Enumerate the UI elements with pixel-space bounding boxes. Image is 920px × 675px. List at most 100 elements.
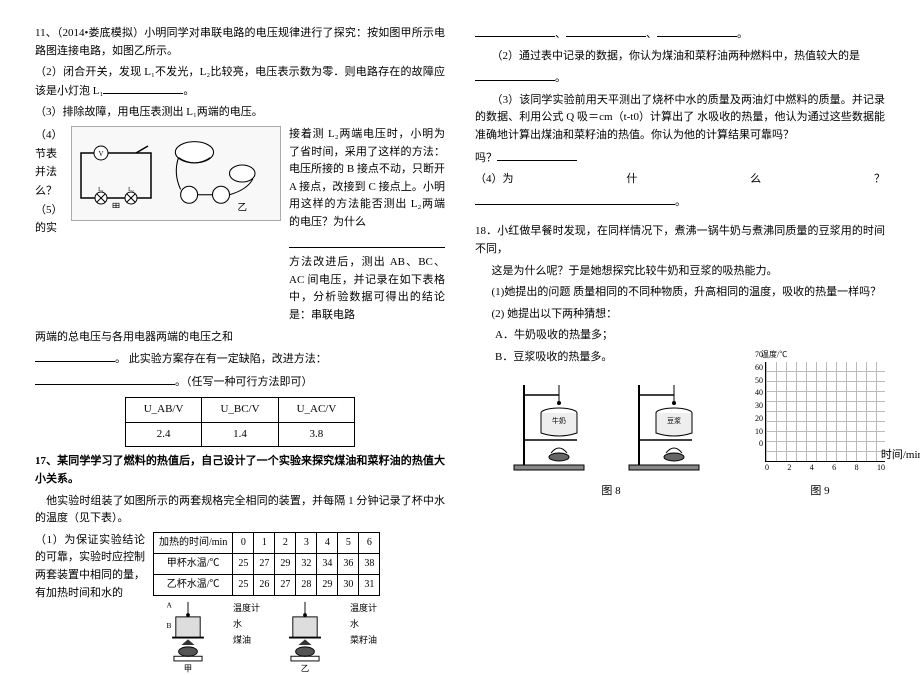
q11-tail2: 。（任写一种可行方法即可） — [35, 373, 445, 392]
td-uab: 2.4 — [125, 422, 202, 447]
hh2: 1 — [254, 532, 275, 553]
r14: 32 — [296, 553, 317, 574]
right-column: 、、。 （2）通过表中记录的数据，你认为煤油和菜籽油两种燃料中，热值较大的是 。… — [475, 25, 885, 675]
q17-p5: （4）为 什 么 ？ — [475, 171, 885, 189]
heater-labels2: 温度计 水 菜籽油 — [350, 600, 377, 649]
device-milk-icon: 牛奶 — [509, 375, 599, 475]
t: 。 — [555, 72, 566, 84]
blank — [497, 149, 577, 161]
blank — [475, 193, 675, 205]
q11-header: 11、（2014•娄底模拟）小明同学对串联电路的电压规律进行了探究：按如图甲所示… — [35, 25, 445, 60]
hh1: 0 — [233, 532, 254, 553]
q11-p2-text: （2）闭合开关，发现 L₁不发光，L₂比较亮，电压表示数为零．则电路存在的故障应… — [35, 66, 445, 97]
q17-title: 17、某同学学习了燃料的热值后，自己设计了一个实验来探究煤油和菜籽油的热值大小关… — [35, 453, 445, 488]
th-ubc: U_BC/V — [202, 398, 278, 423]
r10: 甲杯水温/℃ — [154, 553, 233, 574]
q17-p4-blank: 吗？ — [475, 149, 885, 168]
hh5: 4 — [317, 532, 338, 553]
fig9-label: 图 9 — [810, 483, 829, 501]
heater-labels: 温度计 水 煤油 — [233, 600, 260, 649]
p4r: 接着测 L₂两端电压时，小明为了省时间，采用了这样的方法：电压所接的 B 接点不… — [289, 126, 445, 232]
th-uab: U_AB/V — [125, 398, 202, 423]
r12: 27 — [254, 553, 275, 574]
r24: 28 — [296, 574, 317, 595]
left-column: 11、（2014•娄底模拟）小明同学对串联电路的电压规律进行了探究：按如图甲所示… — [35, 25, 445, 675]
q18-p3: (2) 她提出以下两种猜想： — [475, 306, 885, 324]
q17-p1: 他实验时组装了如图所示的两套规格完全相同的装置，并每隔 1 分钟记录了杯中水的温… — [35, 493, 445, 528]
concl: 两端的总电压与各用电器两端的电压之和 — [35, 331, 233, 343]
r16: 36 — [338, 553, 359, 574]
yt4: 30 — [755, 400, 763, 413]
q17-left-text: （1）为保证实验结论的可靠，实验时应控制两套装置中相同的量，有加热时间和水的 — [35, 532, 145, 606]
heater-jia-icon: A B 甲 — [153, 600, 223, 675]
q17-p4: （3）该同学实验前用天平测出了烧杯中水的质量及两油灯中燃料的质量。并记录的数据、… — [475, 92, 885, 145]
ylabel: 温度/℃ — [761, 349, 885, 362]
hh0: 加热的时间/min — [154, 532, 233, 553]
lbl-thermo: 温度计 — [233, 600, 260, 616]
q18-p2: (1)她提出的问题 质量相同的不同种物质，升高相同的温度，吸收的热量一样吗？ — [475, 284, 885, 302]
yt7: 0 — [755, 438, 763, 451]
td-uac: 3.8 — [278, 422, 355, 447]
svg-text:甲: 甲 — [111, 202, 120, 208]
circuit-box: V L₁ L₂ 甲 — [71, 126, 281, 221]
blank — [103, 82, 183, 94]
m1: 什 — [626, 171, 637, 189]
r11: 25 — [233, 553, 254, 574]
lbl-rape: 菜籽油 — [350, 632, 377, 648]
lbl-water2: 水 — [350, 616, 377, 632]
chart-grid: 时间/min — [765, 362, 885, 462]
q17-answer: 。 — [475, 193, 885, 212]
q11-tail: 。 此实验方案存在有一定缺陷，改进方法： — [35, 350, 445, 369]
svg-text:V: V — [98, 150, 103, 158]
fig8-label: 图 8 — [475, 483, 747, 501]
hh6: 5 — [338, 532, 359, 553]
xlabel: 时间/min — [881, 447, 920, 465]
q17-p3-blank: 。 — [475, 69, 885, 88]
q17-right-block: 加热的时间/min 0 1 2 3 4 5 6 甲杯水温/℃ 25 27 29 — [153, 532, 380, 675]
b1 — [475, 25, 555, 37]
heating-table: 加热的时间/min 0 1 2 3 4 5 6 甲杯水温/℃ 25 27 29 — [153, 532, 380, 596]
t1: 。 此实验方案存在有一定缺陷，改进方法： — [115, 353, 327, 365]
yt1: 60 — [755, 362, 763, 375]
b3 — [657, 25, 737, 37]
m2: 么 — [750, 171, 761, 189]
p3t: （2）通过表中记录的数据，你认为煤油和菜籽油两种燃料中，热值较大的是 — [492, 50, 861, 62]
hh7: 6 — [359, 532, 380, 553]
yt3: 40 — [755, 387, 763, 400]
hh3: 2 — [275, 532, 296, 553]
r25: 29 — [317, 574, 338, 595]
svg-text:L₂: L₂ — [128, 187, 134, 193]
svg-text:甲: 甲 — [184, 663, 192, 673]
q11-layout: （4）节表并法么？（5）的实 V L₁ L₂ — [35, 126, 445, 329]
l4: （4）为 — [475, 171, 514, 189]
r20: 乙杯水温/℃ — [154, 574, 233, 595]
q18-title: 18．小红做早餐时发现，在同样情况下，煮沸一锅牛奶与煮沸同质量的豆浆用的时间不同… — [475, 223, 885, 258]
yt6: 10 — [755, 426, 763, 439]
r17: 38 — [359, 553, 380, 574]
b2 — [566, 25, 646, 37]
t2: 。（任写一种可行方法即可） — [175, 376, 313, 388]
xt3: 6 — [832, 462, 836, 475]
r15: 34 — [317, 553, 338, 574]
lbl-thermo2: 温度计 — [350, 600, 377, 616]
svg-text:L₁: L₁ — [98, 187, 104, 193]
xt0: 0 — [765, 462, 769, 475]
q11-conclusion: 两端的总电压与各用电器两端的电压之和 — [35, 329, 445, 347]
blank — [35, 350, 115, 362]
heater-figs: A B 甲 温度计 水 煤油 — [153, 600, 380, 675]
lbl-water: 水 — [233, 616, 260, 632]
tq: ？ — [874, 171, 885, 189]
svg-text:乙: 乙 — [301, 663, 309, 673]
yt2: 50 — [755, 375, 763, 388]
q18-pB: B．豆浆吸收的热量多。 — [495, 349, 747, 367]
ans: 。 — [675, 196, 686, 208]
q11-left-narrow: （4）节表并法么？（5）的实 — [35, 126, 63, 238]
q17p2: （1）为保证实验结论的可靠，实验时应控制两套装置中相同的量，有加热时间和水的 — [35, 532, 145, 602]
r26: 30 — [338, 574, 359, 595]
xt1: 2 — [787, 462, 791, 475]
lbl-coal: 煤油 — [233, 632, 260, 648]
circuit-yi-icon: 乙 — [166, 131, 276, 216]
svg-text:乙: 乙 — [237, 203, 247, 214]
q18-p1: 这是为什么呢？于是她想探究比较牛奶和豆浆的吸热能力。 — [475, 263, 885, 281]
blank — [289, 236, 445, 248]
